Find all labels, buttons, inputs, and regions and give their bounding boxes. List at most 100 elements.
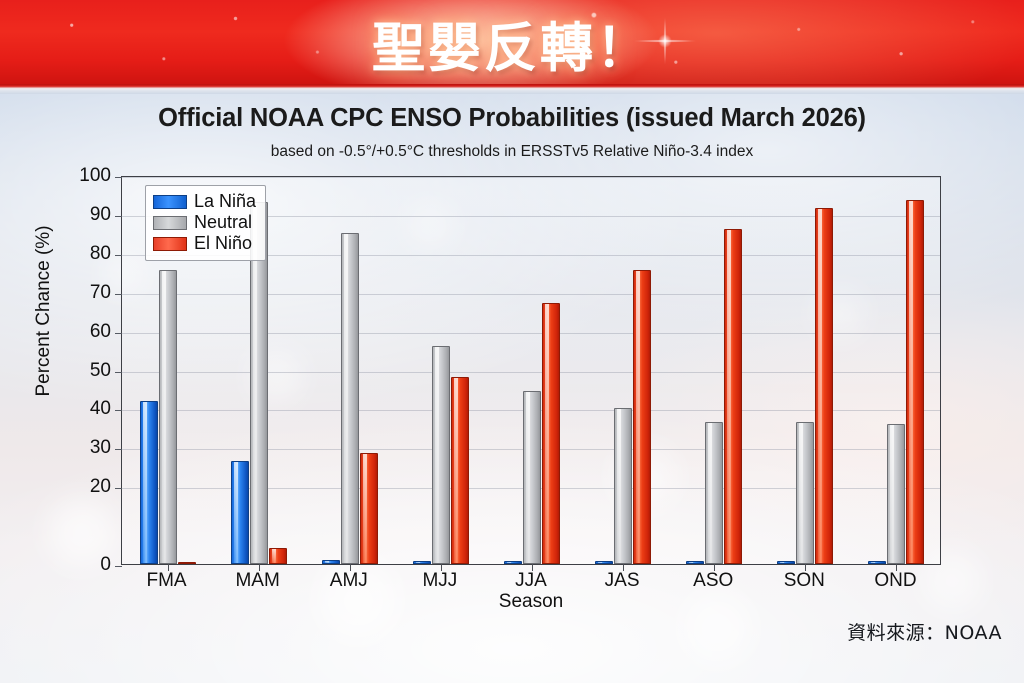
y-tick-label: 80 (89, 242, 111, 264)
x-tick-label-son: SON (783, 570, 825, 591)
x-tick-label-ond: OND (874, 570, 917, 591)
x-tick-label-mjj: MJJ (422, 570, 458, 591)
legend-label-la-nina: La Niña (194, 191, 257, 211)
bar-fma-la-nina (139, 400, 158, 564)
bar-gloss (453, 378, 458, 563)
bar-amj-el-nino (359, 453, 378, 564)
bar-gloss (233, 461, 238, 563)
bar-gloss (324, 561, 329, 563)
bar-aso-la-nina (686, 560, 705, 564)
source-attribution: 資料來源：NOAA (847, 622, 1002, 644)
y-tick-label: 100 (79, 165, 111, 186)
bar-jas-neutral (614, 408, 633, 564)
y-tick-mark (115, 332, 122, 334)
x-tick-mark (349, 564, 351, 571)
bar-gloss (617, 409, 622, 563)
bar-gloss (636, 271, 641, 563)
bar-gloss (780, 561, 785, 563)
x-tick-mark (440, 564, 442, 571)
y-tick-label: 0 (100, 554, 111, 575)
gridline (122, 177, 940, 178)
x-tick-label-mam: MAM (235, 570, 280, 591)
bar-mjj-la-nina (412, 560, 431, 564)
bar-jas-el-nino (633, 270, 652, 564)
y-tick-mark (115, 410, 122, 412)
gridline (122, 215, 940, 217)
bar-gloss (415, 561, 420, 563)
chart-title: Official NOAA CPC ENSO Probabilities (is… (158, 104, 866, 132)
bar-gloss (708, 423, 713, 563)
y-tick-label: 60 (89, 320, 111, 342)
bar-jas-la-nina (595, 560, 614, 564)
chart-legend: La Niña Neutral El Niño (145, 185, 267, 261)
y-tick-label: 40 (89, 398, 111, 420)
x-axis-label: Season (498, 591, 564, 612)
y-tick-label: 70 (89, 281, 111, 303)
bar-gloss (526, 391, 530, 563)
bar-gloss (434, 347, 439, 563)
y-tick-label: 20 (89, 476, 111, 498)
legend-swatch-neutral-icon (153, 215, 187, 230)
legend-label-neutral: Neutral (194, 212, 253, 232)
gridline (122, 371, 940, 373)
bar-mam-el-nino (268, 548, 287, 564)
banner-divider (0, 84, 1024, 94)
y-tick-label: 90 (89, 203, 111, 225)
bar-ond-la-nina (868, 560, 887, 564)
gridline (122, 293, 940, 295)
bar-mjj-neutral (431, 346, 450, 564)
bar-mjj-el-nino (450, 377, 469, 564)
legend-swatch-la-nina-icon (153, 194, 187, 209)
gridline (122, 254, 940, 256)
bar-mam-la-nina (230, 460, 249, 564)
x-tick-mark (167, 564, 169, 571)
legend-item-neutral: Neutral (153, 212, 256, 233)
gridline (122, 332, 940, 334)
bar-gloss (161, 271, 166, 563)
bar-gloss (890, 424, 895, 563)
legend-swatch-el-nino-icon (153, 236, 187, 251)
bar-son-la-nina (777, 560, 796, 564)
bar-jja-el-nino (542, 303, 560, 564)
x-tick-mark (532, 564, 533, 571)
bar-gloss (507, 561, 511, 563)
bar-gloss (142, 401, 147, 563)
x-tick-label-jja: JJA (515, 570, 547, 591)
legend-item-el-nino: El Niño (153, 233, 256, 254)
bar-gloss (362, 454, 367, 563)
bar-ond-neutral (887, 423, 906, 564)
bar-amj-neutral (340, 233, 359, 564)
y-tick-label: 30 (89, 437, 111, 459)
y-tick-label: 50 (89, 359, 111, 381)
bar-jja-neutral (523, 390, 541, 564)
bar-fma-neutral (158, 270, 177, 564)
legend-item-la-nina: La Niña (153, 191, 256, 212)
x-tick-mark (896, 564, 898, 571)
bar-aso-el-nino (724, 229, 743, 564)
bar-ond-el-nino (906, 200, 925, 564)
legend-label-el-nino: El Niño (194, 233, 253, 253)
x-tick-mark (714, 564, 716, 571)
bar-gloss (545, 304, 549, 563)
x-tick-label-aso: ASO (693, 570, 734, 591)
bar-gloss (343, 234, 348, 563)
bar-gloss (799, 423, 804, 563)
x-tick-mark (623, 564, 625, 571)
bar-son-neutral (796, 422, 815, 564)
bar-gloss (727, 230, 732, 563)
y-tick-mark (115, 488, 122, 490)
bar-gloss (689, 561, 694, 563)
y-tick-mark (115, 371, 122, 373)
bar-jja-la-nina (504, 560, 522, 564)
bar-gloss (271, 549, 276, 563)
x-tick-label-fma: FMA (146, 570, 187, 591)
bar-amj-la-nina (321, 560, 340, 564)
bar-gloss (909, 201, 914, 563)
y-tick-mark (115, 293, 122, 295)
y-tick-mark (115, 177, 122, 178)
x-tick-mark (258, 564, 260, 571)
bar-fma-el-nino (177, 562, 196, 564)
headline-banner: 聖嬰反轉！ (0, 0, 1024, 84)
bar-gloss (818, 209, 823, 563)
